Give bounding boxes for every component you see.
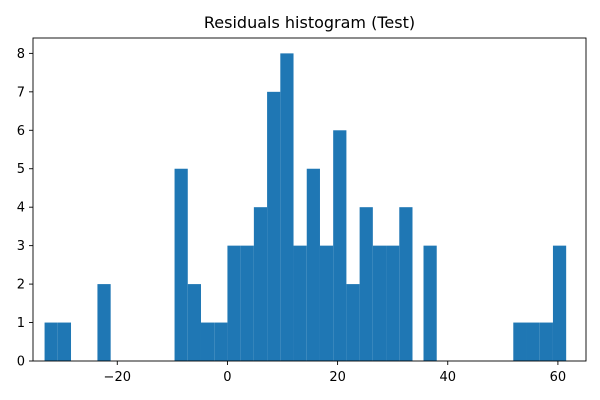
y-tick-label: 4 [17, 201, 25, 216]
histogram-bar [346, 284, 360, 361]
histogram-bar [306, 168, 320, 361]
histogram-bar [200, 322, 215, 361]
chart-title: Residuals histogram (Test) [204, 13, 415, 32]
histogram-bar [267, 91, 281, 361]
x-tick-label: 20 [329, 370, 346, 385]
histogram-bar [57, 322, 72, 361]
x-tick-label: 60 [550, 370, 567, 385]
histogram-bar [539, 322, 553, 361]
histogram-bars [44, 53, 567, 361]
x-tick-label: 40 [439, 370, 456, 385]
histogram-bar [174, 168, 188, 361]
histogram-bar [214, 322, 228, 361]
y-tick-label: 6 [17, 124, 25, 139]
y-tick-label: 1 [17, 316, 25, 331]
y-tick-label: 3 [17, 239, 25, 254]
chart-axes: −20 0 20 40 60 0 1 2 3 4 5 6 7 8 [17, 37, 587, 385]
histogram-bar [240, 245, 254, 361]
plot-frame [32, 37, 587, 362]
histogram-bar [513, 322, 527, 361]
histogram-bar [526, 322, 540, 361]
histogram-bar [253, 207, 268, 361]
x-tick-label: −20 [104, 370, 131, 385]
histogram-bar [372, 245, 387, 361]
histogram-bar [187, 284, 201, 361]
y-tick-label: 7 [17, 85, 25, 100]
histogram-bar [280, 53, 294, 361]
histogram-bar [552, 245, 567, 361]
histogram-bar [333, 130, 347, 361]
y-tick-label: 2 [17, 278, 25, 293]
histogram-bar [293, 245, 307, 361]
histogram-bar [423, 245, 437, 361]
y-tick-label: 8 [17, 47, 25, 62]
histogram-bar [227, 245, 241, 361]
histogram-bar [399, 207, 413, 361]
histogram-bar [44, 322, 58, 361]
histogram-bar [97, 284, 111, 361]
x-tick-label: 0 [223, 370, 231, 385]
y-tick-label: 0 [17, 355, 25, 370]
y-tick-label: 5 [17, 162, 25, 177]
histogram-bar [319, 245, 334, 361]
histogram-bar [359, 207, 373, 361]
histogram-bar [386, 245, 400, 361]
